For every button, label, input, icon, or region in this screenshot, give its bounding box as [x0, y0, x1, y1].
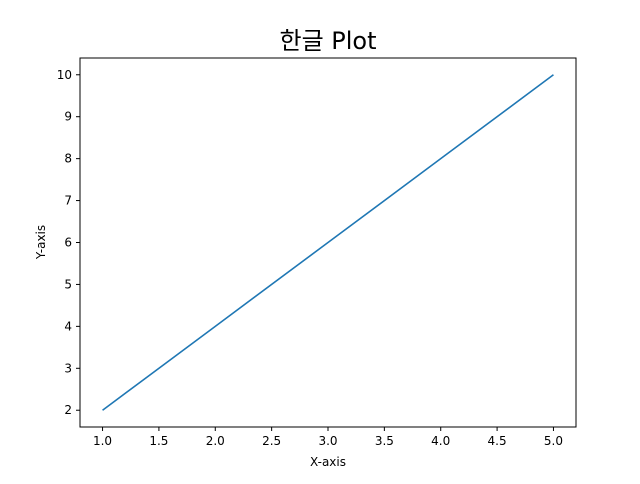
x-tick-label: 4.0	[431, 434, 450, 448]
series-layer	[102, 74, 554, 411]
x-tick-label: 4.5	[488, 434, 507, 448]
chart-title: 한글 Plot	[279, 27, 376, 55]
y-tick-label: 3	[64, 361, 72, 375]
x-tick-label: 3.0	[318, 434, 337, 448]
y-tick-label: 9	[64, 110, 72, 124]
y-tick-label: 2	[64, 403, 72, 417]
y-axis-label: Y-axis	[34, 225, 48, 260]
y-axis-ticks: 2 3 4 5 6 7 8 9 10	[57, 68, 80, 417]
x-tick-label: 3.5	[375, 434, 394, 448]
x-tick-label: 1.0	[93, 434, 112, 448]
x-axis-label: X-axis	[310, 455, 346, 469]
series-line-0	[102, 74, 554, 411]
x-tick-label: 5.0	[544, 434, 563, 448]
y-tick-label: 6	[64, 236, 72, 250]
x-tick-label: 2.5	[262, 434, 281, 448]
y-tick-label: 10	[57, 68, 72, 82]
y-tick-label: 7	[64, 194, 72, 208]
y-tick-label: 5	[64, 277, 72, 291]
x-tick-label: 1.5	[149, 434, 168, 448]
y-tick-label: 4	[64, 319, 72, 333]
x-axis-ticks: 1.0 1.5 2.0 2.5 3.0 3.5 4.0 4.5 5.0	[93, 427, 563, 448]
y-tick-label: 8	[64, 152, 72, 166]
x-tick-label: 2.0	[206, 434, 225, 448]
